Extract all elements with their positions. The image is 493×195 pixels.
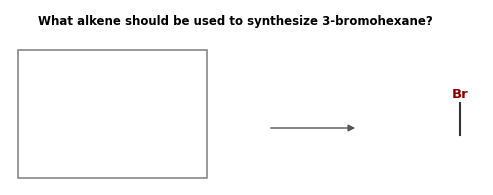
Text: What alkene should be used to synthesize 3-bromohexane?: What alkene should be used to synthesize… xyxy=(38,15,433,28)
Text: Br: Br xyxy=(452,88,469,101)
Bar xyxy=(18,50,207,178)
